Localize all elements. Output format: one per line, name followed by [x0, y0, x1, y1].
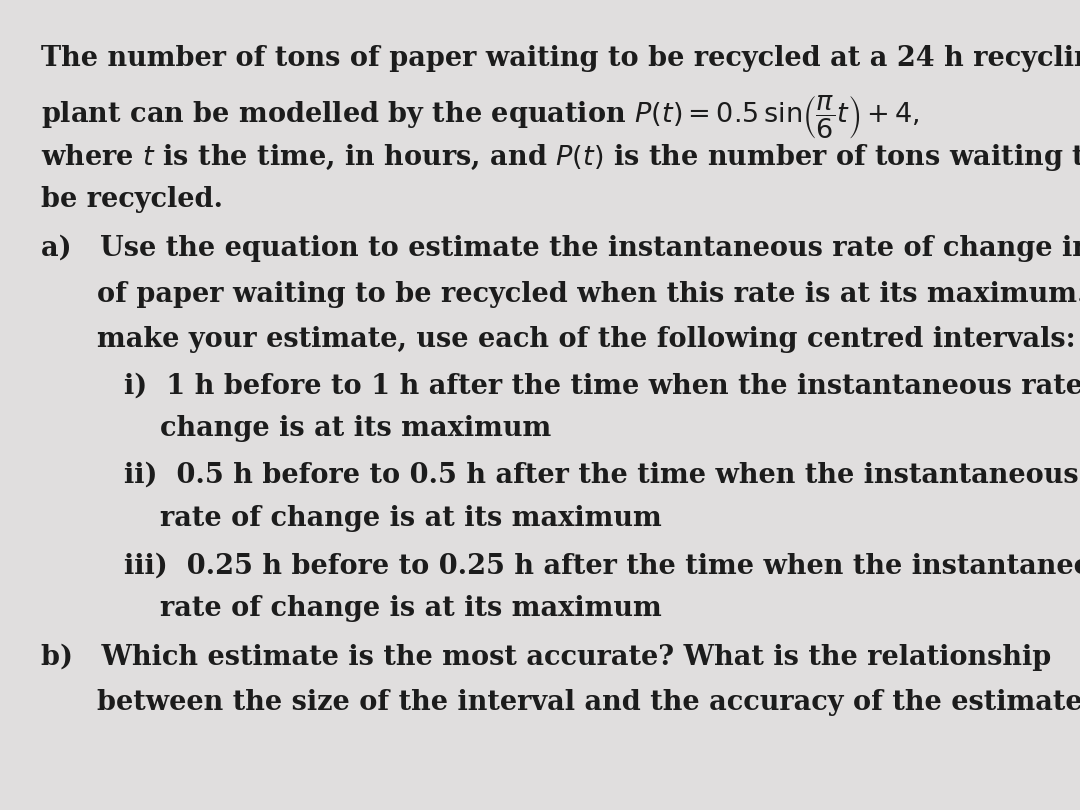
- Text: i)  1 h before to 1 h after the time when the instantaneous rate of: i) 1 h before to 1 h after the time when…: [124, 373, 1080, 399]
- Text: b)   Which estimate is the most accurate? What is the relationship: b) Which estimate is the most accurate? …: [41, 644, 1051, 671]
- Text: of paper waiting to be recycled when this rate is at its maximum. To: of paper waiting to be recycled when thi…: [97, 281, 1080, 308]
- Text: The number of tons of paper waiting to be recycled at a 24 h recycling: The number of tons of paper waiting to b…: [41, 45, 1080, 71]
- Text: rate of change is at its maximum: rate of change is at its maximum: [160, 505, 662, 531]
- Text: make your estimate, use each of the following centred intervals:: make your estimate, use each of the foll…: [97, 326, 1076, 352]
- Text: be recycled.: be recycled.: [41, 186, 224, 213]
- Text: where $t$ is the time, in hours, and $P(t)$ is the number of tons waiting to: where $t$ is the time, in hours, and $P(…: [41, 142, 1080, 173]
- Text: plant can be modelled by the equation $P(t) = 0.5\,\mathrm{sin}\left(\dfrac{\pi}: plant can be modelled by the equation $P…: [41, 93, 920, 141]
- Text: a)   Use the equation to estimate the instantaneous rate of change in tons: a) Use the equation to estimate the inst…: [41, 235, 1080, 262]
- Text: rate of change is at its maximum: rate of change is at its maximum: [160, 595, 662, 622]
- Text: ii)  0.5 h before to 0.5 h after the time when the instantaneous: ii) 0.5 h before to 0.5 h after the time…: [124, 462, 1079, 488]
- Text: change is at its maximum: change is at its maximum: [160, 415, 551, 441]
- Text: between the size of the interval and the accuracy of the estimate?: between the size of the interval and the…: [97, 688, 1080, 715]
- Text: iii)  0.25 h before to 0.25 h after the time when the instantaneous: iii) 0.25 h before to 0.25 h after the t…: [124, 552, 1080, 579]
